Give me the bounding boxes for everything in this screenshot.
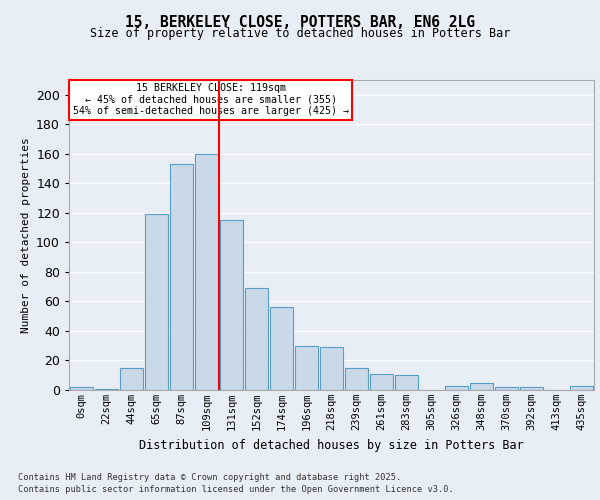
Bar — [245, 288, 268, 390]
Text: Contains public sector information licensed under the Open Government Licence v3: Contains public sector information licen… — [18, 485, 454, 494]
Bar — [194, 154, 218, 390]
Bar — [220, 220, 244, 390]
Bar — [95, 388, 118, 390]
Bar — [70, 387, 94, 390]
Bar — [494, 387, 518, 390]
Bar — [370, 374, 394, 390]
Text: 15, BERKELEY CLOSE, POTTERS BAR, EN6 2LG: 15, BERKELEY CLOSE, POTTERS BAR, EN6 2LG — [125, 15, 475, 30]
Bar — [520, 387, 544, 390]
Bar — [119, 368, 143, 390]
Bar — [295, 346, 319, 390]
Text: Contains HM Land Registry data © Crown copyright and database right 2025.: Contains HM Land Registry data © Crown c… — [18, 472, 401, 482]
Text: Size of property relative to detached houses in Potters Bar: Size of property relative to detached ho… — [90, 28, 510, 40]
Bar — [145, 214, 169, 390]
Bar — [320, 347, 343, 390]
Bar — [395, 375, 418, 390]
Bar — [344, 368, 368, 390]
Bar — [569, 386, 593, 390]
Bar — [170, 164, 193, 390]
Bar — [470, 382, 493, 390]
Text: 15 BERKELEY CLOSE: 119sqm
← 45% of detached houses are smaller (355)
54% of semi: 15 BERKELEY CLOSE: 119sqm ← 45% of detac… — [73, 83, 349, 116]
Bar — [445, 386, 469, 390]
Y-axis label: Number of detached properties: Number of detached properties — [20, 137, 31, 333]
X-axis label: Distribution of detached houses by size in Potters Bar: Distribution of detached houses by size … — [139, 438, 524, 452]
Bar — [269, 308, 293, 390]
